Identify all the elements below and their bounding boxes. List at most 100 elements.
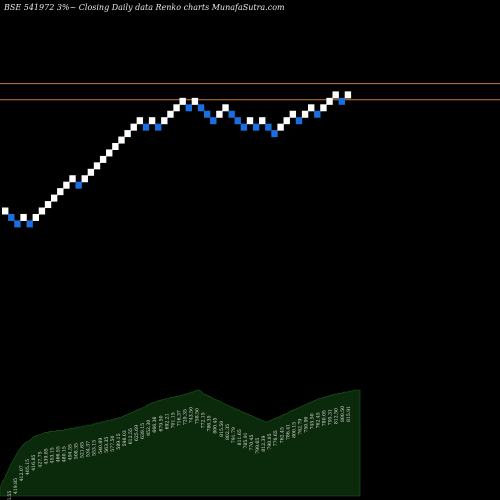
price-label-41: 770.45	[249, 434, 255, 450]
price-label-2: 419.85	[13, 478, 19, 494]
renko-brick-up	[246, 117, 254, 125]
renko-brick-up	[289, 110, 297, 118]
renko-brick-down	[155, 123, 162, 131]
renko-brick-up	[44, 201, 52, 209]
renko-brick-up	[301, 110, 309, 118]
price-label-1: 406.55	[7, 491, 13, 500]
price-label-13: 521.65	[80, 442, 86, 458]
renko-brick-up	[136, 117, 144, 125]
price-label-51: 745.50	[310, 413, 316, 429]
renko-brick-up	[161, 117, 168, 125]
renko-brick-up	[332, 91, 339, 99]
price-label-42: 799.65	[255, 438, 261, 454]
renko-brick-up	[320, 104, 327, 112]
price-label-52: 762.45	[316, 412, 322, 428]
renko-brick-up	[38, 207, 46, 215]
renko-brick-up	[167, 110, 174, 118]
price-label-8: 453.15	[49, 447, 55, 463]
price-label-38: 791.79	[231, 427, 237, 443]
chart-header: BSE 541972 3%~ Closing Daily data Renko …	[4, 3, 285, 12]
price-labels: 399.95406.55419.85412.07405.15416.85427.…	[7, 406, 352, 500]
price-label-47: 786.41	[285, 424, 291, 440]
renko-brick-up	[69, 175, 76, 183]
price-label-17: 563.35	[104, 437, 110, 453]
renko-brick-down	[265, 123, 272, 131]
price-label-5: 416.85	[31, 455, 37, 471]
price-label-54: 795.31	[328, 409, 334, 425]
renko-brick-up	[173, 104, 180, 112]
price-label-44: 790.05	[267, 433, 273, 449]
price-label-56: 800.50	[340, 406, 346, 422]
reference-lines	[0, 83, 500, 101]
price-label-6: 427.75	[37, 451, 43, 467]
renko-brick-down	[185, 104, 192, 112]
renko-brick-up	[148, 117, 156, 125]
renko-brick-down	[142, 123, 150, 131]
renko-brick-up	[57, 188, 64, 196]
renko-brick-down	[234, 117, 241, 125]
price-label-26: 679.50	[158, 415, 164, 431]
renko-brick-up	[222, 104, 229, 112]
renko-brick-up	[81, 175, 88, 183]
price-label-43: 812.39	[261, 436, 267, 452]
renko-brick-up	[50, 194, 58, 202]
price-label-21: 612.55	[128, 428, 134, 444]
renko-brick-up	[130, 123, 137, 131]
renko-brick-up	[87, 168, 95, 176]
price-label-34: 786.35	[207, 415, 213, 431]
renko-brick-up	[93, 162, 101, 170]
renko-brick-up	[99, 155, 107, 163]
price-label-49: 762.79	[297, 419, 303, 435]
renko-brick-up	[32, 213, 39, 221]
renko-brick-up	[106, 149, 113, 157]
price-label-15: 553.15	[92, 440, 98, 456]
renko-brick-up	[326, 97, 333, 105]
renko-brick-up	[118, 136, 125, 144]
renko-brick-up	[191, 97, 199, 105]
volume-area-shape	[0, 389, 361, 497]
price-label-55: 812.50	[334, 408, 340, 424]
price-label-29: 716.37	[176, 410, 182, 426]
price-label-48: 800.15	[291, 422, 297, 438]
renko-brick-up	[308, 104, 315, 112]
renko-brick-down	[14, 220, 21, 228]
price-label-14: 534.37	[86, 441, 92, 457]
price-label-16: 540.89	[98, 438, 104, 454]
price-label-20: 598.03	[122, 430, 128, 446]
price-label-3: 412.07	[19, 465, 25, 481]
price-label-32: 758.50	[195, 408, 201, 424]
renko-brick-up	[20, 213, 27, 221]
volume-area	[0, 389, 361, 497]
renko-brick-down	[295, 117, 303, 125]
price-label-30: 729.35	[183, 409, 189, 425]
price-label-7: 439.85	[43, 448, 49, 464]
renko-brick-down	[203, 110, 211, 118]
price-label-33: 772.15	[201, 412, 207, 428]
renko-brick-up	[259, 117, 266, 125]
renko-brick-down	[338, 97, 345, 105]
renko-brick-up	[216, 110, 223, 118]
price-label-19: 589.15	[116, 433, 122, 449]
renko-brick-up	[179, 97, 186, 105]
price-label-25: 666.36	[152, 416, 158, 432]
renko-brick-down	[252, 123, 260, 131]
renko-brick-down	[26, 220, 33, 228]
price-label-27: 692.21	[164, 413, 170, 429]
renko-brick-down	[228, 110, 235, 118]
price-label-11: 494.55	[68, 444, 74, 460]
price-label-46: 762.45	[279, 427, 285, 443]
renko-brick-up	[277, 123, 284, 131]
renko-brick-up	[124, 130, 131, 138]
price-label-57: 815.91	[346, 406, 352, 422]
renko-brick-down	[197, 104, 205, 112]
price-label-18: 577.50	[110, 436, 116, 452]
price-label-53: 780.05	[322, 410, 328, 426]
renko-brick-down	[314, 110, 321, 118]
price-label-12: 508.35	[74, 443, 80, 459]
price-label-36: 815.50	[219, 421, 225, 437]
price-label-23: 639.15	[140, 423, 146, 439]
renko-brick-up	[2, 207, 9, 215]
price-label-35: 800.45	[213, 418, 219, 434]
renko-brick-up	[344, 91, 352, 99]
